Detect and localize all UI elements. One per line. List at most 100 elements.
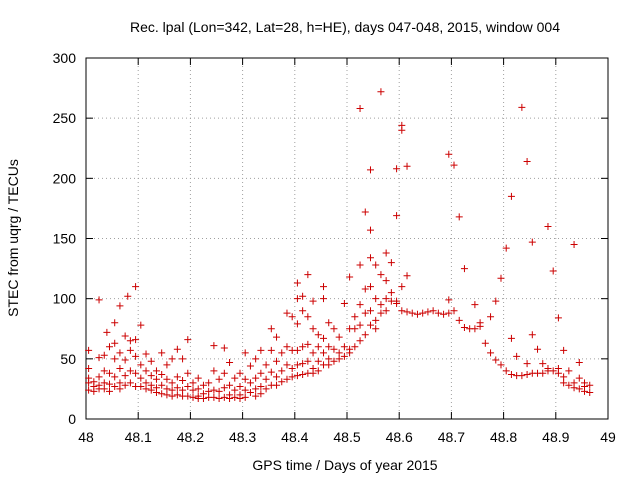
data-point: [523, 360, 531, 368]
data-point: [121, 356, 129, 364]
data-point: [293, 320, 301, 328]
data-point: [398, 307, 406, 315]
data-point: [356, 301, 364, 309]
data-point: [361, 208, 369, 216]
data-point: [283, 309, 291, 317]
data-point: [95, 354, 103, 362]
data-point: [142, 367, 150, 375]
data-point: [184, 369, 192, 377]
data-point: [132, 352, 140, 360]
data-point: [116, 302, 124, 310]
data-point: [340, 299, 348, 307]
data-point: [126, 379, 134, 387]
data-point: [273, 357, 281, 365]
data-point: [575, 385, 583, 393]
data-point: [210, 342, 218, 350]
data-point: [173, 345, 181, 353]
data-point: [293, 295, 301, 303]
data-point: [95, 373, 103, 381]
data-point: [304, 271, 312, 279]
data-point: [168, 386, 176, 394]
data-point: [366, 283, 374, 291]
data-point: [366, 226, 374, 234]
data-point: [126, 367, 134, 375]
data-point: [189, 386, 197, 394]
data-point: [351, 343, 359, 351]
data-point: [252, 385, 260, 393]
data-point: [241, 393, 249, 401]
data-point: [278, 349, 286, 357]
y-axis: 0 50 100 150 200 250 300: [53, 50, 608, 427]
y-tick-label: 50: [60, 351, 76, 367]
data-point: [152, 367, 160, 375]
data-point: [372, 261, 380, 269]
data-point: [570, 384, 578, 392]
data-point: [361, 309, 369, 317]
data-point: [158, 349, 166, 357]
data-point: [382, 277, 390, 285]
data-point: [158, 390, 166, 398]
data-point: [304, 340, 312, 348]
data-point: [267, 368, 275, 376]
data-point: [314, 343, 322, 351]
data-point: [445, 296, 453, 304]
data-points: [85, 88, 594, 403]
data-point: [158, 370, 166, 378]
data-point: [105, 380, 113, 388]
y-axis-title: STEC from uqrg / TECUs: [5, 159, 21, 317]
data-point: [372, 325, 380, 333]
data-point: [257, 390, 265, 398]
data-point: [273, 373, 281, 381]
data-point: [497, 274, 505, 282]
data-point: [137, 361, 145, 369]
data-point: [189, 379, 197, 387]
data-point: [440, 310, 448, 318]
data-point: [252, 392, 260, 400]
data-point: [575, 358, 583, 366]
data-point: [544, 222, 552, 230]
data-point: [528, 238, 536, 246]
x-axis: 48 48.1 48.2 48.3 48.4 48.5 48.6 48.7 48.8 48.9 49: [78, 58, 616, 445]
data-point: [95, 296, 103, 304]
data-point: [142, 385, 150, 393]
data-point: [179, 376, 187, 384]
data-point: [450, 307, 458, 315]
data-point: [288, 373, 296, 381]
data-point: [487, 313, 495, 321]
data-point: [387, 259, 395, 267]
data-point: [445, 150, 453, 158]
data-point: [142, 379, 150, 387]
data-point: [320, 295, 328, 303]
data-point: [299, 307, 307, 315]
data-point: [304, 357, 312, 365]
data-point: [398, 283, 406, 291]
data-point: [325, 361, 333, 369]
data-point: [372, 316, 380, 324]
data-point: [413, 310, 421, 318]
data-point: [330, 325, 338, 333]
data-point: [460, 324, 468, 332]
data-point: [502, 367, 510, 375]
data-point: [163, 375, 171, 383]
data-point: [299, 370, 307, 378]
data-point: [241, 386, 249, 394]
data-point: [173, 391, 181, 399]
data-point: [293, 346, 301, 354]
data-point: [554, 314, 562, 322]
data-point: [121, 381, 129, 389]
data-point: [283, 361, 291, 369]
data-point: [293, 361, 301, 369]
data-point: [199, 395, 207, 403]
data-point: [518, 103, 526, 111]
data-point: [105, 369, 113, 377]
data-point: [199, 381, 207, 389]
data-point: [471, 301, 479, 309]
data-point: [278, 367, 286, 375]
data-point: [105, 387, 113, 395]
data-point: [507, 334, 515, 342]
data-point: [492, 297, 500, 305]
data-point: [121, 372, 129, 380]
data-point: [356, 261, 364, 269]
data-point: [168, 355, 176, 363]
data-point: [356, 105, 364, 113]
